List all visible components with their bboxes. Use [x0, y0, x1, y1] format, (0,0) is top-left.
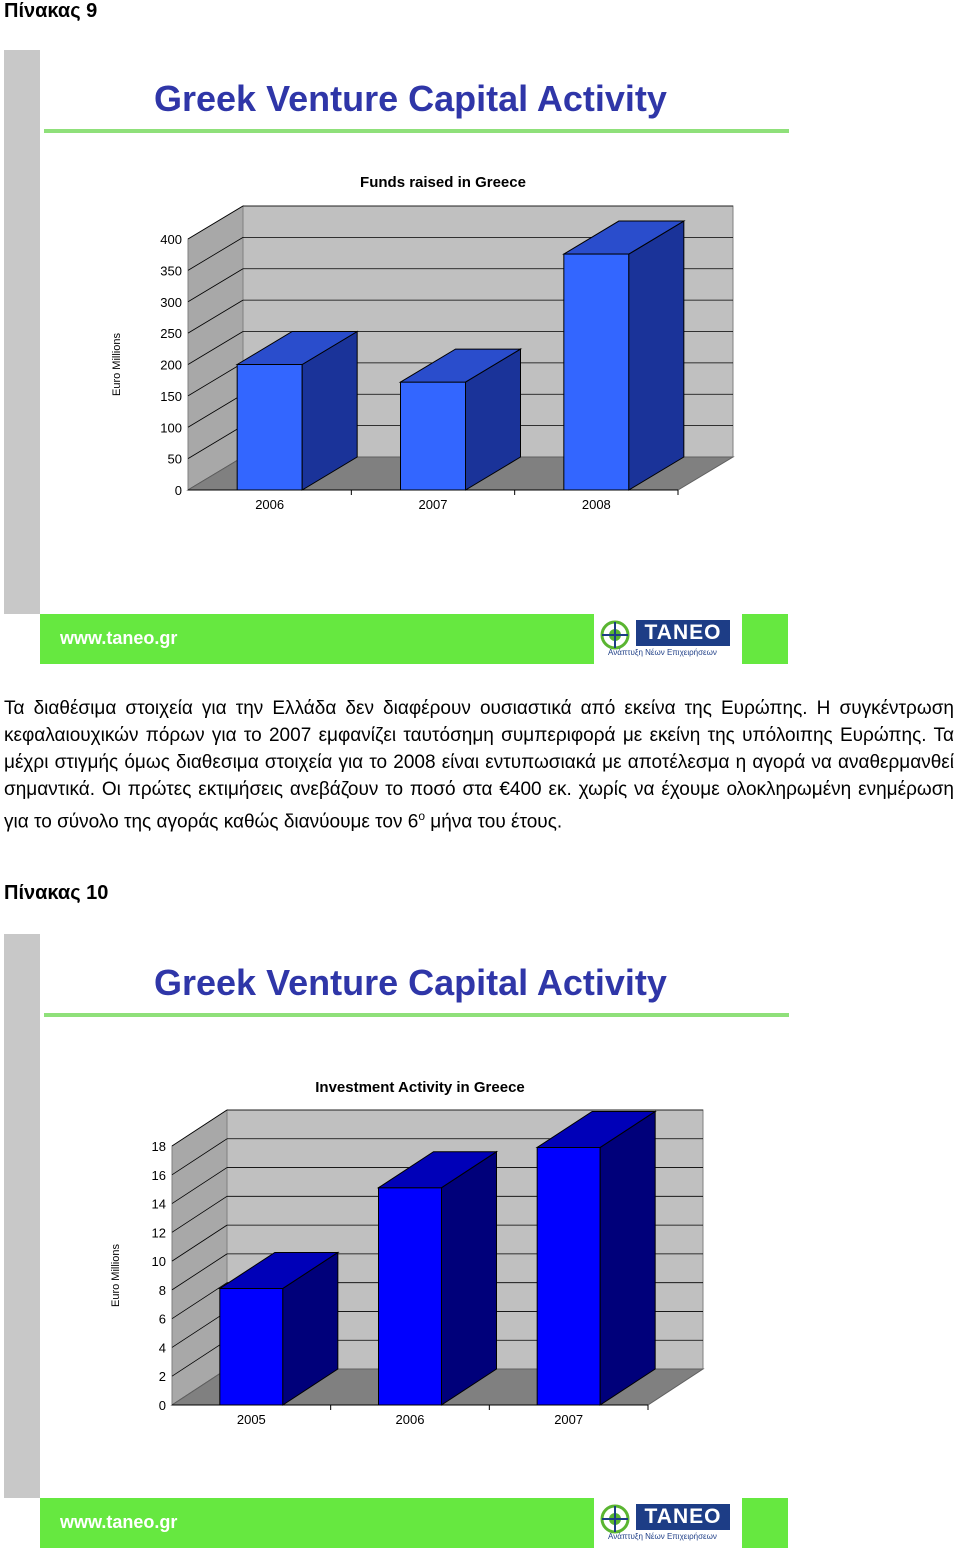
gridline: [171, 1109, 228, 1147]
y-tick-label: 250: [160, 326, 182, 341]
gridline: [187, 362, 244, 397]
gridline: [171, 1282, 228, 1320]
taneo-logo: TANEO Ανάπτυξη Νέων Επιχειρήσεων: [594, 614, 742, 664]
logo-subtitle: Ανάπτυξη Νέων Επιχειρήσεων: [608, 1532, 717, 1541]
y-tick-label: 4: [159, 1340, 166, 1355]
y-tick-label: 8: [159, 1283, 166, 1298]
table-10-heading: Πίνακας 10: [4, 882, 109, 904]
y-tick-label: 150: [160, 389, 182, 404]
paragraph-text: Τα διαθέσιμα στοιχεία για την Ελλάδα δεν…: [4, 698, 954, 833]
bar-top-2005: [218, 1251, 340, 1289]
gridline: [187, 331, 244, 365]
investment-activity-chart: Investment Activity in Greece 0 2 4 6 8 10 12 14…: [110, 1079, 705, 1427]
x-tick-label: 2007: [419, 497, 448, 512]
y-tick-label: 350: [160, 263, 182, 278]
bar-side-2008: [628, 220, 685, 491]
y-tick-label: 16: [152, 1168, 166, 1183]
chart-title: Investment Activity in Greece: [315, 1079, 525, 1096]
gridline: [171, 1195, 228, 1233]
y-tick-label: 14: [152, 1197, 166, 1212]
y-tick-label: 300: [160, 295, 182, 310]
bar-2005: [219, 1287, 284, 1406]
bar-2007: [400, 381, 466, 491]
bar-2008: [563, 253, 630, 491]
y-tick-label: 10: [152, 1254, 166, 1269]
slide-title: Greek Venture Capital Activity: [154, 962, 667, 1003]
bar-top-2007: [535, 1110, 657, 1148]
y-tick-label: 50: [168, 452, 182, 467]
footer-url[interactable]: www.taneo.gr: [60, 628, 178, 648]
x-tick-label: 2006: [255, 497, 284, 512]
globe-icon: [600, 620, 630, 650]
globe-icon: [600, 1504, 630, 1534]
y-tick-label: 2: [159, 1369, 166, 1384]
chart-side-wall: [171, 1109, 228, 1406]
bar-top-2006: [235, 331, 359, 365]
logo-text: TANEO: [636, 1504, 730, 1530]
table-9-heading: Πίνακας 9: [4, 0, 98, 22]
x-tick-label: 2006: [396, 1412, 425, 1427]
x-tick-label: 2008: [582, 497, 611, 512]
paragraph-text-end: μήνα του έτους.: [425, 811, 563, 833]
slide-left-band: [4, 50, 40, 614]
bar-2007: [536, 1146, 601, 1406]
chart-title: Funds raised in Greece: [360, 174, 526, 191]
bar-top-2006: [376, 1151, 499, 1189]
x-tick-label: 2005: [237, 1412, 266, 1427]
gridline: [187, 393, 244, 428]
y-tick-label: 100: [160, 420, 182, 435]
bar-side-2007: [599, 1110, 656, 1406]
bar-top-2007: [398, 348, 523, 383]
title-underline: [44, 1013, 789, 1017]
footer-url[interactable]: www.taneo.gr: [60, 1512, 178, 1532]
title-underline: [44, 129, 789, 133]
y-tick-label: 6: [159, 1312, 166, 1327]
gridline: [187, 205, 244, 240]
bar-top-2008: [562, 220, 686, 255]
gridline: [171, 1224, 228, 1262]
gridline: [187, 237, 244, 271]
gridline: [187, 268, 244, 303]
gridline: [187, 425, 244, 459]
y-tick-label: 0: [159, 1398, 166, 1413]
funds-raised-chart: Funds raised in Greece 0 50 100 150 200 250 300…: [111, 174, 735, 512]
y-tick-label: 200: [160, 358, 182, 373]
gridline: [187, 299, 244, 334]
logo-subtitle: Ανάπτυξη Νέων Επιχειρήσεων: [608, 648, 717, 657]
y-tick-label: 400: [160, 232, 182, 247]
y-tick-label: 12: [152, 1225, 166, 1240]
superscript-ordinal: ο: [418, 809, 425, 823]
bar-2006: [378, 1187, 442, 1406]
bar-side-2006: [441, 1150, 497, 1406]
body-paragraph: Τα διαθέσιμα στοιχεία για την Ελλάδα δεν…: [4, 695, 954, 835]
gridline: [171, 1167, 228, 1204]
taneo-logo: TANEO Ανάπτυξη Νέων Επιχειρήσεων: [594, 1498, 742, 1548]
x-tick-label: 2007: [554, 1412, 583, 1427]
bar-2006: [236, 364, 303, 491]
y-axis-label: Euro Millions: [111, 333, 123, 396]
gridline: [171, 1339, 228, 1377]
logo-text: TANEO: [636, 620, 730, 646]
slide-left-band: [4, 934, 40, 1498]
y-axis-label: Euro Millions: [110, 1244, 122, 1307]
y-tick-label: 18: [152, 1139, 166, 1154]
slide-title: Greek Venture Capital Activity: [154, 78, 667, 119]
gridline: [171, 1253, 228, 1291]
y-tick-label: 0: [175, 483, 182, 498]
gridline: [171, 1311, 228, 1348]
gridline: [171, 1138, 228, 1176]
